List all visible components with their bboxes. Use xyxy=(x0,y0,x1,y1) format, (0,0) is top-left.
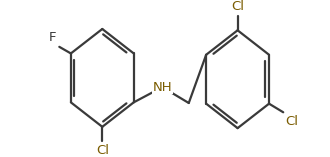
Text: Cl: Cl xyxy=(231,0,244,13)
Text: NH: NH xyxy=(152,81,172,94)
Text: F: F xyxy=(49,31,56,44)
Text: Cl: Cl xyxy=(96,144,109,157)
Text: Cl: Cl xyxy=(285,115,299,128)
